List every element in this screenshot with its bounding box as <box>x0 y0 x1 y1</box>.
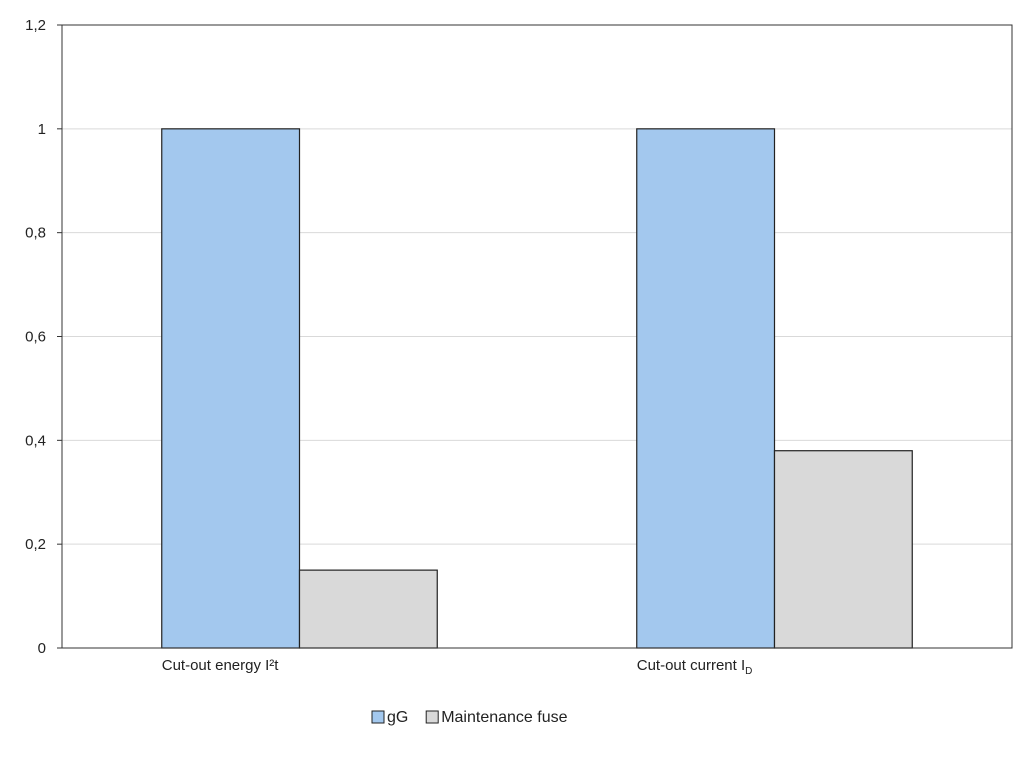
category-label-text: Cut-out energy I²t <box>162 657 280 674</box>
bar <box>298 569 438 649</box>
bar <box>773 450 913 649</box>
legend: gG Maintenance fuse <box>371 709 568 726</box>
legend-swatch <box>425 710 439 724</box>
y-tick-label: 0,8 <box>25 225 46 242</box>
bar <box>161 128 301 649</box>
y-tick-label: 0,2 <box>25 536 46 553</box>
category-label-text: Cut-out current I <box>637 657 745 674</box>
category-label: Cut-out current ID <box>637 657 753 677</box>
category-label-subscript: D <box>745 666 752 677</box>
y-tick-label: 0 <box>38 640 46 657</box>
legend-label: Maintenance fuse <box>441 709 567 726</box>
y-tick-label: 0,6 <box>25 329 46 346</box>
y-axis-tick-labels: 0 0,2 0,4 0,6 0,8 1 1,2 <box>25 17 62 657</box>
legend-swatch <box>371 710 385 724</box>
y-tick-label: 0,4 <box>25 432 46 449</box>
category-label: Cut-out energy I²t <box>162 657 280 674</box>
y-tick-label: 1,2 <box>25 17 46 34</box>
legend-label: gG <box>387 709 408 726</box>
y-tick-label: 1 <box>38 121 46 138</box>
x-axis-category-labels: Cut-out energy I²t Cut-out current ID <box>162 657 753 677</box>
bar <box>636 128 776 649</box>
bars <box>161 128 913 649</box>
